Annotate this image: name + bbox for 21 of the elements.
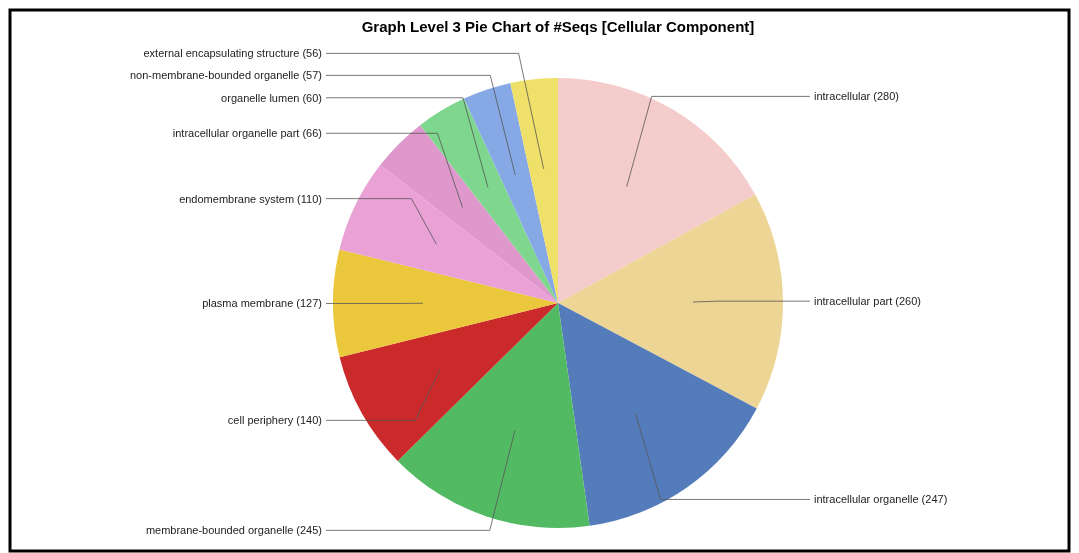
slice-label: intracellular part (260) (814, 295, 921, 308)
pie-slice (339, 303, 558, 461)
slice-label: external encapsulating structure (56) (143, 47, 322, 60)
pie-slice (464, 83, 558, 303)
pie-slice (558, 303, 757, 526)
slice-label: non-membrane-bounded organelle (57) (129, 69, 322, 82)
pie-slice (333, 249, 558, 358)
pie-slice (420, 98, 558, 303)
slice-label: membrane-bounded organelle (245) (145, 524, 322, 537)
slice-label: plasma membrane (127) (202, 297, 322, 310)
slice-label: cell periphery (140) (227, 414, 322, 427)
pie-slice (558, 194, 783, 409)
pie-slice (510, 78, 558, 303)
slice-label: intracellular organelle part (66) (172, 127, 322, 140)
slice-label: organelle lumen (60) (221, 91, 322, 104)
pie-slice (558, 78, 756, 303)
chart-title: Graph Level 3 Pie Chart of #Seqs [Cellular Component] (361, 18, 755, 35)
slice-label: intracellular (280) (814, 90, 899, 103)
slice-label: endomembrane system (110) (179, 192, 322, 205)
slice-label: intracellular organelle (247) (814, 493, 948, 506)
pie-slice (397, 303, 590, 528)
